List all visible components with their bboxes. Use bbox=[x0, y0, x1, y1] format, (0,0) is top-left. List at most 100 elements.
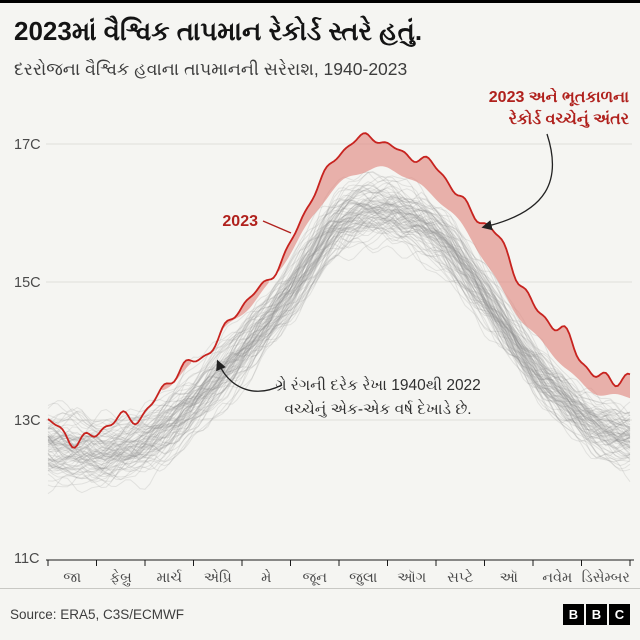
past-year-line bbox=[47, 201, 631, 465]
past-year-line bbox=[47, 205, 631, 460]
past-year-line bbox=[47, 199, 631, 454]
month-label: જા bbox=[63, 570, 81, 586]
past-year-line bbox=[47, 221, 631, 481]
past-year-line bbox=[47, 216, 631, 476]
past-year-line bbox=[47, 193, 631, 452]
gap-area bbox=[176, 359, 192, 380]
annotations-layer: 2023 અને ભૂતકાળના રેકોર્ડ વચ્ચેનું અંતર … bbox=[216, 88, 630, 418]
past-year-line bbox=[47, 197, 631, 457]
past-year-line bbox=[47, 214, 631, 469]
chart-svg: 17C 15C 13C 11C જા ફેબ્રુ માર્ચ એપ્રિ મે જૂન જુલા ઑ… bbox=[14, 88, 634, 586]
past-year-line bbox=[47, 222, 631, 483]
past-year-line bbox=[47, 188, 631, 446]
grid: 17C 15C 13C 11C bbox=[14, 137, 632, 567]
past-year-line bbox=[47, 209, 631, 460]
past-year-line bbox=[47, 217, 631, 471]
month-label: માર્ચ bbox=[157, 569, 183, 586]
gap-annotation-arrow bbox=[481, 133, 554, 231]
past-year-line bbox=[47, 210, 631, 462]
past-year-line bbox=[47, 189, 631, 447]
y-tick-label: 15C bbox=[14, 275, 41, 291]
past-year-line bbox=[47, 200, 631, 449]
past-year-line bbox=[47, 187, 631, 434]
gap-area bbox=[278, 133, 630, 399]
line-2023 bbox=[47, 132, 631, 449]
y-tick-label: 11C bbox=[14, 551, 40, 567]
past-year-line bbox=[47, 203, 631, 465]
past-year-line bbox=[47, 203, 631, 457]
past-year-line bbox=[47, 238, 631, 494]
past-year-line bbox=[47, 196, 631, 453]
past-year-line bbox=[47, 208, 631, 467]
past-year-line bbox=[47, 203, 631, 472]
past-year-line bbox=[47, 206, 630, 459]
past-year-line bbox=[47, 184, 631, 437]
past-year-lines bbox=[47, 171, 631, 495]
month-label: મે bbox=[261, 568, 271, 586]
x-axis: જા ફેબ્રુ માર્ચ એપ્રિ મે જૂન જુલા ઑગ સપ્ટે ઑ નવેમ ડ… bbox=[46, 559, 634, 586]
past-year-line bbox=[47, 188, 631, 449]
past-year-line bbox=[47, 205, 631, 470]
label-2023-connector bbox=[262, 220, 292, 234]
bbc-logo: B B C bbox=[563, 604, 630, 625]
past-year-line bbox=[47, 216, 631, 476]
past-year-line bbox=[47, 203, 631, 452]
past-year-line bbox=[47, 210, 631, 460]
past-year-line bbox=[47, 232, 631, 488]
past-year-line bbox=[47, 179, 631, 438]
past-year-line bbox=[47, 227, 631, 495]
past-year-line bbox=[47, 220, 631, 470]
gray-annotation-line2: વચ્ચેનું એક-એક વર્ષ દેખાડે છે. bbox=[284, 398, 471, 418]
bbc-logo-block: B bbox=[563, 604, 584, 625]
header: 2023માં વૈશ્વિક તાપમાન રેકોર્ડ સ્તરે હતુ… bbox=[0, 3, 640, 88]
bbc-logo-block: B bbox=[586, 604, 607, 625]
past-year-line bbox=[47, 196, 631, 458]
past-year-line bbox=[47, 237, 631, 490]
past-year-line bbox=[47, 202, 631, 456]
past-year-line bbox=[47, 206, 631, 469]
past-year-line bbox=[47, 217, 631, 481]
footer: Source: ERA5, C3S/ECMWF B B C bbox=[0, 588, 640, 640]
past-year-line bbox=[47, 207, 631, 460]
page-title: 2023માં વૈશ્વિક તાપમાન રેકોર્ડ સ્તરે હતુ… bbox=[14, 16, 423, 46]
past-year-line bbox=[47, 199, 631, 450]
month-label: ઑગ bbox=[397, 568, 426, 586]
past-year-line bbox=[47, 200, 631, 451]
past-year-line bbox=[47, 225, 631, 477]
past-year-line bbox=[47, 197, 631, 444]
past-year-line bbox=[47, 204, 631, 464]
past-year-line bbox=[47, 184, 631, 452]
past-year-line bbox=[47, 194, 631, 457]
gap-annotation-line1: 2023 અને ભૂતકાળના bbox=[489, 88, 629, 107]
month-label: ફેબ્રુ bbox=[110, 568, 132, 586]
past-year-line bbox=[47, 203, 631, 471]
past-year-line bbox=[47, 219, 631, 478]
gray-annotation-line1: ગ્રે રંગની દરેક રેખા 1940થી 2022 bbox=[275, 375, 481, 394]
past-year-line bbox=[47, 215, 631, 461]
past-year-line bbox=[47, 211, 631, 463]
past-year-line bbox=[47, 203, 631, 465]
past-year-line bbox=[47, 190, 631, 460]
past-year-line bbox=[47, 181, 631, 430]
past-year-line bbox=[47, 213, 631, 476]
month-label: ઑ bbox=[500, 568, 519, 586]
bbc-logo-block: C bbox=[609, 604, 630, 625]
past-year-line bbox=[47, 216, 631, 480]
past-year-line bbox=[47, 185, 631, 447]
plot-layer: 17C 15C 13C 11C જા ફેબ્રુ માર્ચ એપ્રિ મે જૂન જુલા ઑ… bbox=[14, 132, 634, 586]
past-year-line bbox=[47, 216, 631, 471]
past-year-line bbox=[47, 196, 631, 458]
y-tick-label: 13C bbox=[14, 413, 41, 429]
past-year-line bbox=[47, 219, 631, 470]
past-year-line bbox=[47, 175, 631, 440]
month-label: સપ્ટે bbox=[447, 568, 474, 586]
past-year-line bbox=[47, 208, 631, 460]
gray-annotation-arrow bbox=[216, 359, 283, 392]
y-tick-label: 17C bbox=[14, 137, 41, 153]
past-year-line bbox=[47, 204, 631, 465]
past-year-line bbox=[47, 197, 631, 440]
gap-annotation-line2: રેકોર્ડ વચ્ચેનું અંતર bbox=[509, 108, 630, 129]
past-year-line bbox=[47, 221, 631, 473]
past-year-line bbox=[47, 211, 631, 468]
